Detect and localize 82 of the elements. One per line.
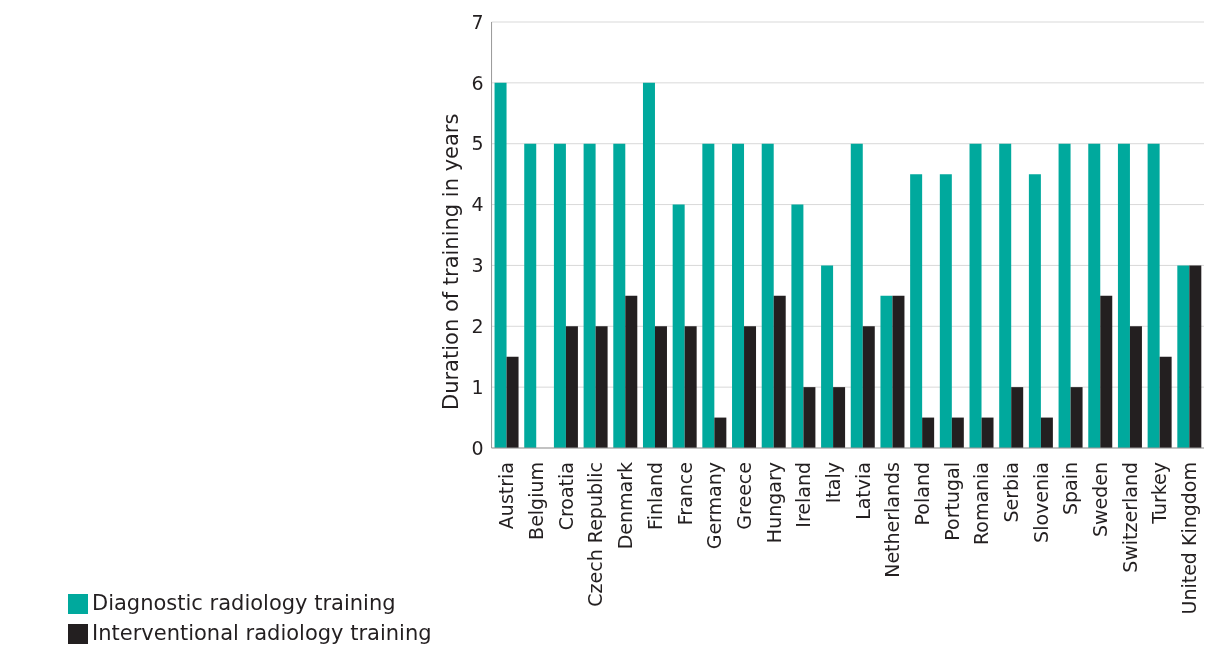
bar: [583, 143, 596, 448]
x-tick-label: Finland: [643, 462, 666, 530]
bar: [1011, 387, 1024, 448]
bar: [892, 295, 905, 448]
x-tick-label: Croatia: [554, 462, 577, 531]
bar: [1028, 174, 1041, 448]
y-tick-label: 1: [471, 375, 484, 398]
x-tick-label: Sweden: [1089, 462, 1112, 538]
x-tick-label: Serbia: [1000, 462, 1023, 523]
bar: [821, 265, 834, 448]
bar: [595, 326, 608, 448]
bar: [702, 143, 715, 448]
bar: [999, 143, 1012, 448]
bar: [910, 174, 923, 448]
bar: [951, 417, 964, 448]
bar: [939, 174, 952, 448]
y-tick-label: 2: [471, 315, 484, 338]
bar: [672, 204, 685, 448]
x-tick-label: United Kingdom: [1178, 462, 1201, 615]
x-tick-label: Italy: [821, 462, 844, 504]
x-tick-label: Switzerland: [1118, 462, 1141, 573]
bar: [969, 143, 982, 448]
bar: [1058, 143, 1071, 448]
y-tick-label: 7: [471, 10, 484, 33]
bar: [732, 143, 745, 448]
bar: [1100, 295, 1113, 448]
x-tick-label: Slovenia: [1029, 462, 1052, 543]
bar: [494, 82, 507, 448]
bar: [1129, 326, 1142, 448]
x-tick-label: Poland: [910, 462, 933, 526]
x-tick-label: Portugal: [940, 462, 963, 541]
bar: [565, 326, 578, 448]
bar: [524, 143, 537, 448]
x-tick-label: Austria: [495, 462, 518, 530]
x-tick-label: Czech Republic: [584, 462, 607, 607]
bar: [850, 143, 863, 448]
bar: [1117, 143, 1130, 448]
bar: [1189, 265, 1202, 448]
bar: [1159, 356, 1172, 448]
bar: [613, 143, 626, 448]
x-tick-label: Belgium: [525, 462, 548, 540]
y-axis-title: Duration of training in years: [439, 113, 463, 410]
x-tick-label: Denmark: [614, 462, 637, 550]
bar: [761, 143, 774, 448]
bar: [862, 326, 875, 448]
bar: [642, 82, 655, 448]
bar: [791, 204, 804, 448]
bar: [1070, 387, 1083, 448]
x-tick-label: Hungary: [762, 462, 785, 544]
bar: [1147, 143, 1160, 448]
y-tick-label: 4: [471, 193, 484, 216]
legend-label: Interventional radiology training: [92, 621, 432, 645]
bar: [833, 387, 846, 448]
x-tick-label: Greece: [732, 462, 755, 530]
y-tick-label: 5: [471, 132, 484, 155]
x-tick-label: Spain: [1059, 462, 1082, 516]
bar: [744, 326, 757, 448]
x-tick-label: Ireland: [792, 462, 815, 528]
bar: [714, 417, 727, 448]
y-tick-label: 0: [471, 436, 484, 459]
bar: [922, 417, 935, 448]
x-tick-label: Romania: [970, 462, 993, 546]
bar: [1088, 143, 1101, 448]
bar: [773, 295, 786, 448]
x-tick-label: Germany: [703, 462, 726, 550]
bar: [506, 356, 519, 448]
bar: [803, 387, 816, 448]
x-tick-label: Turkey: [1148, 462, 1171, 525]
bar: [880, 295, 893, 448]
y-tick-label: 6: [471, 71, 484, 94]
bar: [625, 295, 638, 448]
bar: [1040, 417, 1053, 448]
bar: [654, 326, 667, 448]
bar: [1177, 265, 1190, 448]
bar: [684, 326, 697, 448]
bar: [553, 143, 566, 448]
legend-label: Diagnostic radiology training: [92, 591, 396, 615]
bar: [981, 417, 994, 448]
x-tick-label: France: [673, 462, 696, 526]
y-tick-label: 3: [471, 254, 484, 277]
x-tick-label: Latvia: [851, 462, 874, 520]
x-tick-label: Netherlands: [881, 462, 904, 578]
